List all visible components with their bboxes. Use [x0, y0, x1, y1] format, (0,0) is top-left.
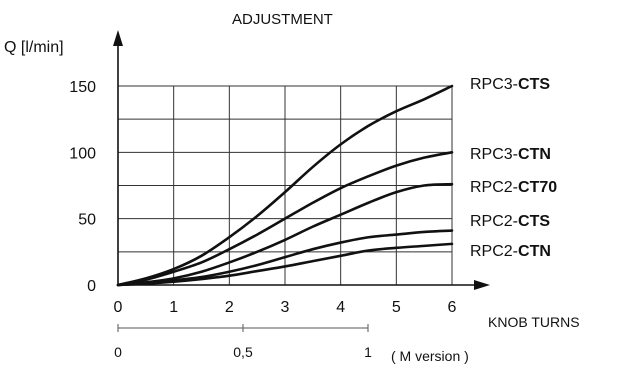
grid — [118, 85, 453, 285]
y-tick-label: 100 — [69, 145, 96, 162]
series-label: RPC2-CTS — [470, 213, 550, 230]
series-curve-rpc2-ct70 — [116, 182, 454, 287]
series-label-model: CTS — [518, 213, 550, 230]
series-label: RPC2-CT70 — [470, 179, 557, 196]
y-axis-label: Q [l/min] — [4, 39, 64, 56]
series-label-prefix: RPC2- — [470, 213, 518, 230]
y-tick-label: 0 — [87, 278, 96, 295]
y-axis-arrow-icon — [113, 30, 123, 46]
series-label-model: CTS — [518, 76, 550, 93]
series-label-model: CTN — [518, 146, 551, 163]
series-label: RPC2-CTN — [470, 243, 551, 260]
x-tick-label: 3 — [281, 299, 290, 316]
series-curve-rpc3-cts — [116, 84, 454, 287]
x-tick-label: 1 — [169, 299, 178, 316]
x-axis-arrow-icon — [474, 280, 490, 290]
series-curve-rpc3-ctn — [116, 151, 454, 287]
axes — [113, 30, 490, 290]
series-label-prefix: RPC2- — [470, 179, 518, 196]
secondary-tick-label: 0,5 — [233, 344, 253, 360]
series-label-prefix: RPC3- — [470, 76, 518, 93]
series-label-model: CT70 — [518, 179, 557, 196]
y-tick-label: 150 — [69, 79, 96, 96]
series-label: RPC3-CTN — [470, 146, 551, 163]
series-label-prefix: RPC3- — [470, 146, 518, 163]
series-label-prefix: RPC2- — [470, 243, 518, 260]
series-curve-rpc2-ctn — [116, 242, 454, 287]
series-curve-rpc2-cts — [116, 229, 454, 287]
chart-title: ADJUSTMENT — [232, 11, 333, 28]
series-labels: RPC3-CTSRPC3-CTNRPC2-CT70RPC2-CTSRPC2-CT… — [470, 76, 557, 260]
x-tick-label: 2 — [225, 299, 234, 316]
series-curves — [116, 84, 454, 287]
secondary-axis-label: ( M version ) — [391, 348, 469, 364]
x-tick-label: 6 — [448, 299, 457, 316]
x-tick-label: 4 — [336, 299, 345, 316]
y-tick-label: 50 — [78, 212, 96, 229]
series-label: RPC3-CTS — [470, 76, 550, 93]
secondary-axis: 0 0,5 1 — [114, 324, 372, 360]
series-label-model: CTN — [518, 243, 551, 260]
secondary-tick-label: 0 — [114, 344, 122, 360]
secondary-tick-label: 1 — [364, 344, 372, 360]
x-tick-label: 5 — [392, 299, 401, 316]
x-tick-label: 0 — [114, 299, 123, 316]
tick-labels: 0 1 2 3 4 5 6 0 50 100 150 — [69, 79, 456, 316]
x-axis-label: KNOB TURNS — [488, 314, 580, 330]
